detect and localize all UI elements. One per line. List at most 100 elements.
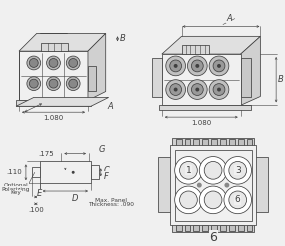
Bar xyxy=(184,225,190,231)
Text: Thickness: .090: Thickness: .090 xyxy=(87,202,134,207)
Circle shape xyxy=(180,191,197,209)
Circle shape xyxy=(229,161,247,179)
Circle shape xyxy=(229,191,247,209)
Circle shape xyxy=(166,56,186,76)
Bar xyxy=(175,150,251,221)
Circle shape xyxy=(27,56,41,70)
Bar xyxy=(152,58,162,97)
Bar xyxy=(162,54,241,105)
Circle shape xyxy=(29,79,38,88)
Circle shape xyxy=(69,59,78,67)
Bar xyxy=(220,225,226,231)
Circle shape xyxy=(197,183,202,187)
Bar xyxy=(247,225,253,231)
Bar xyxy=(40,161,91,183)
Circle shape xyxy=(72,171,75,174)
Text: 1.080: 1.080 xyxy=(191,120,211,126)
Text: F: F xyxy=(104,172,109,181)
Polygon shape xyxy=(162,36,260,54)
Polygon shape xyxy=(16,97,109,106)
Text: Polarizing: Polarizing xyxy=(2,186,30,192)
Circle shape xyxy=(209,56,229,76)
Bar xyxy=(172,224,255,232)
Bar xyxy=(32,167,40,177)
Circle shape xyxy=(170,84,182,95)
Text: B: B xyxy=(120,34,125,43)
Circle shape xyxy=(170,60,182,72)
Bar xyxy=(159,105,251,110)
Circle shape xyxy=(27,77,41,91)
Bar xyxy=(41,43,68,51)
Circle shape xyxy=(192,84,203,95)
Circle shape xyxy=(166,80,186,99)
Circle shape xyxy=(217,64,221,68)
Circle shape xyxy=(224,186,251,214)
Circle shape xyxy=(213,84,225,95)
Bar xyxy=(229,139,235,146)
Bar xyxy=(247,139,253,146)
Circle shape xyxy=(204,191,222,209)
Circle shape xyxy=(49,79,58,88)
Circle shape xyxy=(49,59,58,67)
Bar xyxy=(176,225,182,231)
Bar xyxy=(241,58,251,97)
Bar xyxy=(91,165,99,179)
Text: A: A xyxy=(226,14,232,23)
Polygon shape xyxy=(241,36,260,105)
Bar xyxy=(202,139,208,146)
Text: .175: .175 xyxy=(38,151,54,157)
Bar xyxy=(184,139,190,146)
Bar xyxy=(16,100,91,106)
Bar xyxy=(170,145,256,226)
Text: Key: Key xyxy=(11,190,21,196)
Bar xyxy=(202,225,208,231)
Circle shape xyxy=(180,161,197,179)
Text: Optional: Optional xyxy=(4,183,28,188)
Circle shape xyxy=(46,56,60,70)
Circle shape xyxy=(69,79,78,88)
Circle shape xyxy=(66,56,80,70)
Bar xyxy=(172,138,255,147)
Circle shape xyxy=(66,77,80,91)
Bar xyxy=(211,139,217,146)
Circle shape xyxy=(175,156,202,184)
Circle shape xyxy=(29,59,38,67)
Circle shape xyxy=(174,64,178,68)
Circle shape xyxy=(188,80,207,99)
Text: C: C xyxy=(104,166,110,175)
Circle shape xyxy=(213,60,225,72)
Bar xyxy=(176,139,182,146)
Circle shape xyxy=(204,161,222,179)
Text: B: B xyxy=(278,75,284,84)
Bar xyxy=(220,139,226,146)
Circle shape xyxy=(195,64,199,68)
Circle shape xyxy=(209,80,229,99)
Circle shape xyxy=(46,77,60,91)
Polygon shape xyxy=(19,33,106,51)
Circle shape xyxy=(199,156,227,184)
Bar xyxy=(229,225,235,231)
Text: 3: 3 xyxy=(235,166,241,175)
Circle shape xyxy=(199,186,227,214)
Bar xyxy=(158,156,172,212)
Text: .110: .110 xyxy=(6,169,22,175)
Bar xyxy=(255,156,268,212)
Circle shape xyxy=(175,186,202,214)
Bar xyxy=(238,225,244,231)
Circle shape xyxy=(224,156,251,184)
Polygon shape xyxy=(88,33,106,100)
Bar xyxy=(194,225,199,231)
Circle shape xyxy=(188,56,207,76)
Circle shape xyxy=(217,88,221,92)
Bar xyxy=(238,139,244,146)
Text: 6: 6 xyxy=(209,231,217,244)
Bar xyxy=(19,51,88,100)
Text: Max. Panel: Max. Panel xyxy=(95,198,127,203)
Bar xyxy=(88,66,96,91)
Circle shape xyxy=(174,88,178,92)
Bar xyxy=(182,45,209,54)
Bar xyxy=(211,225,217,231)
Bar xyxy=(194,139,199,146)
Text: 1: 1 xyxy=(186,166,191,175)
Text: D: D xyxy=(72,194,78,203)
